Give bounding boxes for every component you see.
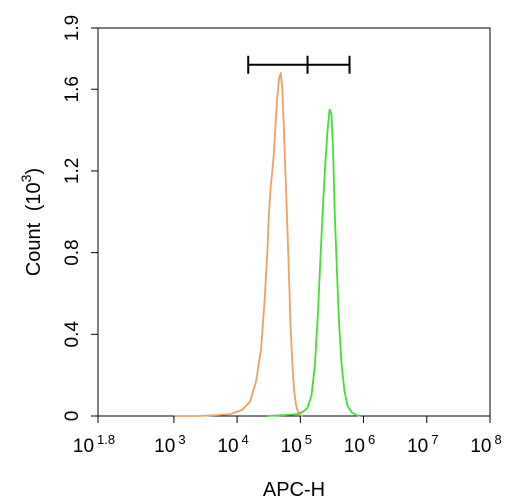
gate-marker — [247, 55, 351, 74]
x-tick-label: 10 6 — [344, 432, 375, 457]
y-tick-label: 0.8 — [62, 239, 83, 265]
series-line-1 — [173, 72, 304, 417]
y-axis-unit-exp: 3 — [18, 174, 34, 182]
x-tick-label: 10 8 — [470, 432, 501, 457]
x-axis-label: APC-H — [263, 479, 325, 501]
y-axis-ticks: 0 0.4 0.8 1.2 1.6 1.9 — [62, 15, 98, 422]
series-line-2 — [267, 108, 361, 417]
y-tick-label: 0 — [62, 411, 83, 422]
series-layer — [173, 72, 361, 417]
x-tick-label: 10 7 — [407, 432, 438, 457]
y-tick-label: 1.2 — [62, 158, 83, 184]
svg-text:Count (103): Count (103) — [18, 168, 45, 276]
y-axis-label-group: Count (103) — [18, 168, 45, 276]
y-tick-label: 1.6 — [62, 76, 83, 102]
x-tick-label: 10 5 — [281, 432, 312, 457]
y-axis-unit-base: 10 — [23, 182, 45, 204]
x-tick-label: 10 4 — [217, 432, 248, 457]
x-axis-ticks: 10 1.8 10 3 10 4 10 5 10 6 10 7 10 8 — [73, 416, 502, 457]
y-tick-label: 0.4 — [62, 321, 83, 348]
x-tick-label: 10 3 — [154, 432, 185, 457]
y-tick-label: 1.9 — [62, 15, 83, 41]
x-tick-label: 10 1.8 — [73, 432, 115, 457]
plot-frame — [97, 27, 491, 417]
y-axis-label: Count — [23, 222, 45, 276]
